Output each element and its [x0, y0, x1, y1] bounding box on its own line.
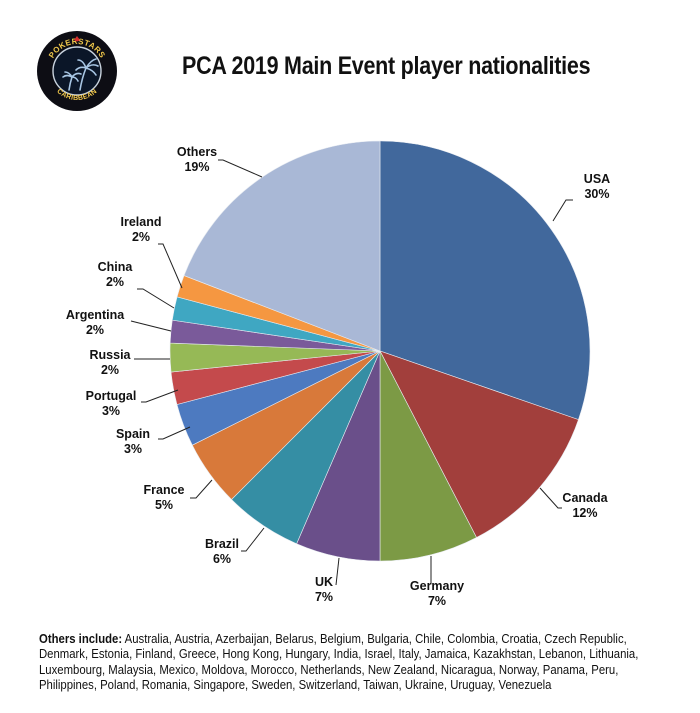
leader-lines [130, 159, 573, 586]
pie-slices [169, 140, 591, 562]
slice-label-spain: Spain 3% [116, 427, 150, 456]
leader-line-usa [552, 199, 573, 222]
slice-usa [379, 140, 591, 421]
slice-label-usa: USA 30% [584, 172, 610, 201]
slice-label-germany: Germany 7% [410, 579, 464, 608]
leader-line-others [218, 159, 263, 178]
slice-label-others: Others 19% [177, 145, 217, 174]
leader-line-uk [335, 557, 340, 586]
chart-title: PCA 2019 Main Event player nationalities [182, 52, 591, 80]
slice-label-france: France 5% [144, 483, 185, 512]
leader-line-portugal [141, 389, 179, 403]
slice-canada [379, 350, 579, 538]
slice-label-portugal: Portugal 3% [86, 389, 137, 418]
slice-label-ireland: Ireland 2% [121, 215, 162, 244]
slice-label-argentina: Argentina 2% [66, 308, 125, 337]
slice-label-canada: Canada 12% [562, 491, 608, 520]
leader-line-ireland [158, 243, 183, 289]
slice-label-china: China 2% [98, 260, 134, 289]
slice-labels: USA 30% Canada 12% Germany 7% UK 7% Brazil 6% Fran… [66, 145, 610, 608]
leader-line-china [137, 288, 175, 309]
pokerstars-caribbean-adventure-logo-icon: POKERSTARS CARIBBEAN [37, 31, 117, 111]
leader-line-france [190, 479, 213, 499]
slice-label-brazil: Brazil 6% [205, 537, 239, 566]
others-footnote: Others include: Australia, Austria, Azer… [39, 632, 674, 693]
leader-line-canada [539, 487, 562, 509]
slice-others [183, 140, 381, 352]
leader-line-brazil [241, 527, 265, 552]
slice-germany [379, 350, 477, 562]
slice-label-uk: UK 7% [315, 575, 333, 604]
footnote-label: Others include: [39, 632, 123, 646]
leader-line-argentina [130, 320, 172, 332]
leader-line-spain [158, 426, 191, 440]
slice-label-russia: Russia 2% [90, 348, 132, 377]
footnote-text: Australia, Austria, Azerbaijan, Belarus,… [39, 632, 639, 692]
